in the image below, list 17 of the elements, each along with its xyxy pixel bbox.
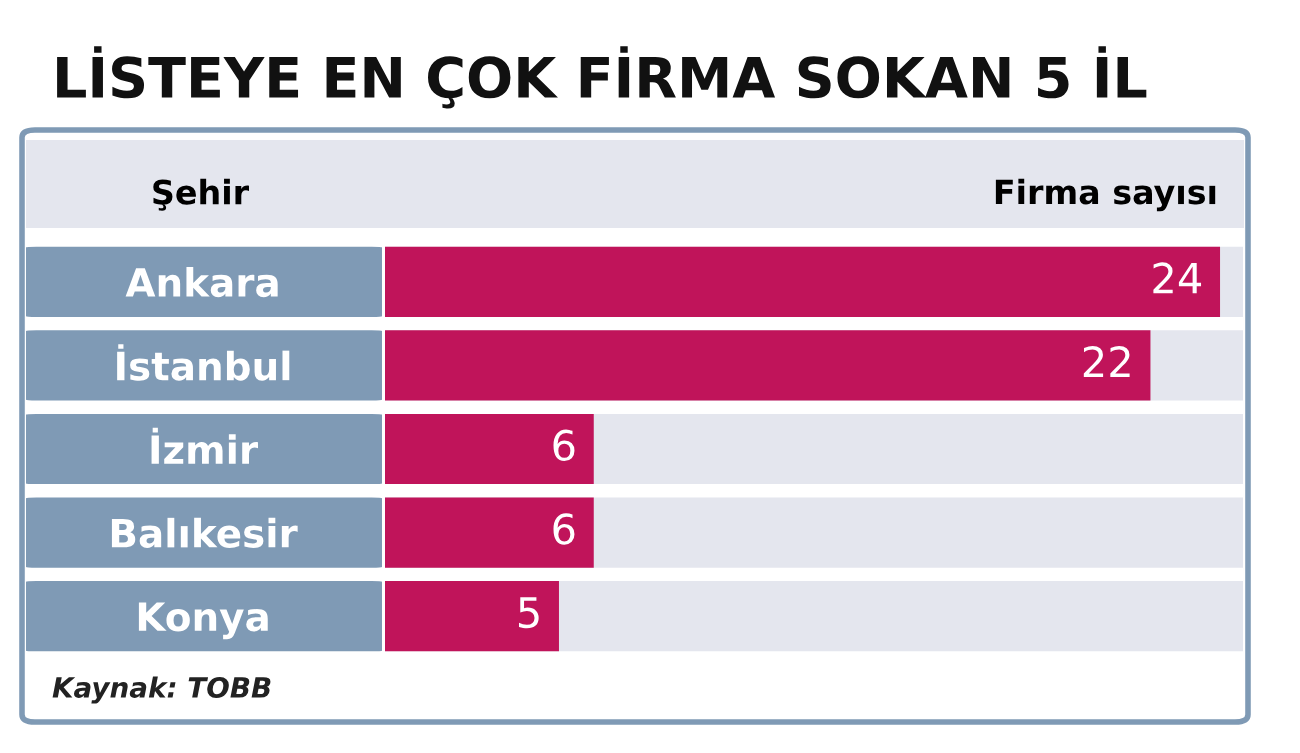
bar — [385, 497, 594, 568]
y-axis-title: Şehir — [153, 178, 250, 211]
y-tick-label: Balıkesir — [111, 517, 298, 548]
text: Kaynak: TOBB — [52, 676, 271, 704]
data-label: 5 — [519, 597, 539, 629]
y-tick-label: İstanbul — [117, 344, 290, 381]
data-label: 24 — [1153, 262, 1202, 294]
chart-title: LİSTEYE EN ÇOK FİRMA SOKAN 5 İL — [57, 46, 1147, 109]
bar — [385, 581, 559, 652]
y-tick-label: Ankara — [125, 267, 278, 298]
y-tick-label: İzmir — [151, 427, 259, 464]
y-tick-label: Konya — [138, 602, 268, 640]
bar — [385, 413, 594, 485]
data-label: 6 — [553, 429, 575, 462]
data-label: 6 — [553, 513, 575, 545]
data-label: 22 — [1083, 345, 1130, 377]
x-axis-title: Firma sayısı — [995, 178, 1216, 212]
